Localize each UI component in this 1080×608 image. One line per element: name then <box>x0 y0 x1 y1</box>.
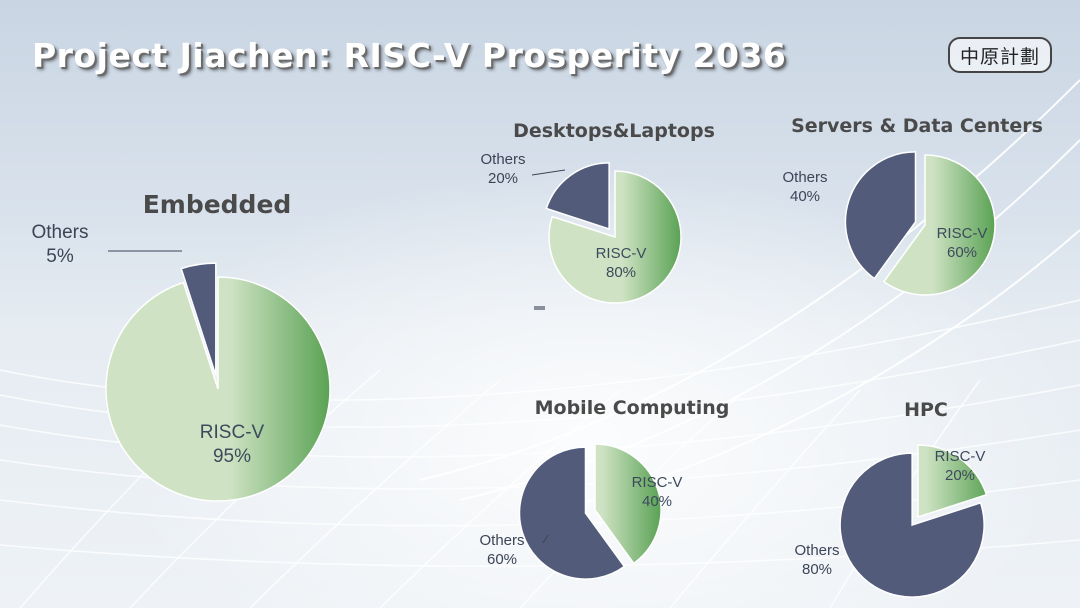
label-others-hpc: Others 80% <box>794 542 839 578</box>
slice-others-embedded <box>180 262 217 376</box>
chart-title-servers-data-centers: Servers & Data Centers <box>791 115 1043 137</box>
label-risc-v-hpc: RISC-V 20% <box>935 448 986 484</box>
pie-servers-data-centers: Servers & Data Centers RISC-V 60% Others 40% <box>782 115 1043 296</box>
pie-embedded: Embedded RISC-V 95% Others 5% <box>31 190 331 502</box>
pie-hpc: HPC RISC-V 20% Others 80% <box>794 399 988 598</box>
pie-desktops-laptops: Desktops&Laptops RISC-V 80% Others 20% <box>480 120 715 304</box>
label-others-mobile-computing: Others 60% <box>479 532 524 568</box>
stray-mark <box>534 306 545 310</box>
chart-title-desktops-laptops: Desktops&Laptops <box>513 120 715 142</box>
page-title: Project Jiachen: RISC-V Prosperity 2036 <box>32 36 787 75</box>
chart-title-hpc: HPC <box>904 399 948 421</box>
label-risc-v-servers-data-centers: RISC-V 60% <box>937 225 988 261</box>
pie-mobile-computing: Mobile Computing RISC-V 40% Others 60% <box>479 397 730 580</box>
slice-others-servers-data-centers <box>844 151 917 280</box>
slice-others-desktops-laptops <box>545 162 610 230</box>
label-others-embedded: Others 5% <box>31 222 88 267</box>
slice-risc-v-desktops-laptops <box>548 170 682 304</box>
slice-risc-v-mobile-computing <box>594 443 662 565</box>
label-risc-v-mobile-computing: RISC-V 40% <box>632 474 683 510</box>
label-risc-v-embedded: RISC-V 95% <box>200 422 265 467</box>
slice-risc-v-servers-data-centers <box>882 154 996 296</box>
chart-title-mobile-computing: Mobile Computing <box>535 397 730 419</box>
slice-risc-v-hpc <box>917 444 988 519</box>
leader-line-mobile-computing <box>542 534 549 544</box>
label-risc-v-desktops-laptops: RISC-V 80% <box>596 245 647 281</box>
slice-others-mobile-computing <box>518 446 626 580</box>
label-others-desktops-laptops: Others 20% <box>480 151 525 187</box>
leader-line-desktops-laptops <box>531 169 566 176</box>
slice-risc-v-embedded <box>105 276 331 502</box>
chart-title-embedded: Embedded <box>143 190 292 219</box>
label-others-servers-data-centers: Others 40% <box>782 169 827 205</box>
slice-others-hpc <box>839 452 985 598</box>
logo: 中原計劃 <box>948 37 1052 73</box>
